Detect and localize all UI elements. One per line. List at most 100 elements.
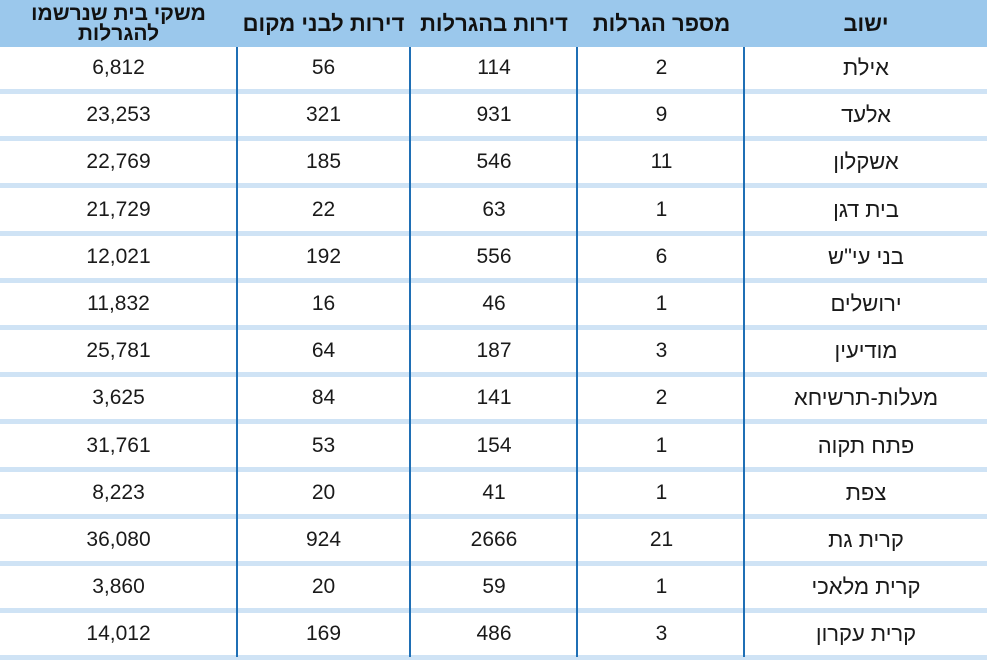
cell-lotteries: 1 <box>655 575 668 599</box>
cell-city: בית דגן <box>833 196 899 222</box>
header-households: משקי בית שנרשמו להגרלות <box>0 0 237 47</box>
cell-city: מעלות-תרשיחא <box>793 385 939 411</box>
cell-local: 16 <box>311 292 336 315</box>
table-row: צפת 1 41 20 8,223 <box>0 472 987 519</box>
cell-households: 8,223 <box>92 480 145 504</box>
cell-local: 64 <box>311 339 336 363</box>
cell-households: 36,080 <box>86 528 151 551</box>
table-row: קרית גת 21 2666 924 36,080 <box>0 519 987 566</box>
cell-local: 56 <box>311 56 336 79</box>
cell-local: 20 <box>311 480 336 504</box>
table-row: אשקלון 11 546 185 22,769 <box>0 141 987 189</box>
column-divider <box>236 47 238 657</box>
row-separator <box>0 183 987 189</box>
row-separator <box>0 466 987 472</box>
cell-apartments: 154 <box>476 433 512 457</box>
cell-apartments: 187 <box>476 339 512 363</box>
row-separator <box>0 136 987 142</box>
cell-city: צפת <box>845 479 887 505</box>
cell-households: 3,625 <box>92 386 145 410</box>
cell-apartments: 63 <box>482 197 506 221</box>
cell-local: 169 <box>305 622 342 646</box>
cell-apartments: 141 <box>476 386 512 410</box>
cell-lotteries: 2 <box>655 386 668 410</box>
cell-local: 20 <box>311 575 336 599</box>
cell-local: 321 <box>305 103 342 127</box>
cell-households: 14,012 <box>86 622 151 646</box>
header-apartments: דירות בהגרלות <box>420 10 568 36</box>
column-divider <box>576 47 578 657</box>
cell-lotteries: 9 <box>655 103 668 127</box>
cell-lotteries: 6 <box>655 244 668 268</box>
cell-city: פתח תקוה <box>817 432 915 458</box>
cell-city: קרית מלאכי <box>811 574 921 600</box>
cell-city: קרית גת <box>828 527 904 552</box>
table-row: אלעד 9 931 321 23,253 <box>0 94 987 142</box>
cell-city: מודיעין <box>834 338 898 364</box>
row-separator <box>0 277 987 283</box>
row-separator <box>0 655 987 660</box>
table-row: אילת 2 114 56 6,812 <box>0 47 987 94</box>
table-row: קרית עקרון 3 486 169 14,012 <box>0 613 987 660</box>
column-divider <box>409 47 411 657</box>
cell-lotteries: 1 <box>655 197 668 221</box>
cell-city: בני עי"ש <box>828 243 904 269</box>
cell-households: 3,860 <box>92 575 145 599</box>
cell-lotteries: 1 <box>655 433 668 457</box>
table-row: פתח תקוה 1 154 53 31,761 <box>0 425 987 472</box>
cell-apartments: 546 <box>476 150 512 174</box>
cell-apartments: 2666 <box>470 528 518 551</box>
header-households-line2: להגרלות <box>77 21 160 45</box>
cell-households: 22,769 <box>86 150 151 174</box>
cell-lotteries: 1 <box>655 292 668 315</box>
header-city: ישוב <box>843 10 889 36</box>
header-households-line1: משקי בית שנרשמו <box>31 1 206 25</box>
cell-lotteries: 3 <box>655 622 668 646</box>
cell-city: קרית עקרון <box>815 621 917 647</box>
row-separator <box>0 372 987 378</box>
cell-households: 12,021 <box>86 244 151 268</box>
row-separator <box>0 513 987 519</box>
cell-households: 6,812 <box>92 56 145 79</box>
cell-local: 22 <box>311 197 336 221</box>
row-separator <box>0 230 987 236</box>
table-row: מעלות-תרשיחא 2 141 84 3,625 <box>0 377 987 425</box>
cell-households: 21,729 <box>86 197 151 221</box>
cell-local: 192 <box>305 244 342 268</box>
cell-apartments: 114 <box>477 56 511 79</box>
cell-apartments: 556 <box>476 244 512 268</box>
cell-households: 25,781 <box>86 339 151 363</box>
row-separator <box>0 325 987 330</box>
cell-local: 185 <box>305 150 342 174</box>
cell-households: 31,761 <box>86 433 151 457</box>
row-separator <box>0 561 987 566</box>
column-divider <box>743 47 745 657</box>
cell-local: 53 <box>311 433 336 457</box>
cell-lotteries: 11 <box>650 150 673 174</box>
cell-lotteries: 3 <box>655 339 668 363</box>
cell-apartments: 486 <box>476 622 512 646</box>
row-separator <box>0 608 987 614</box>
cell-households: 23,253 <box>86 103 151 127</box>
cell-households: 11,832 <box>87 292 150 315</box>
cell-local: 924 <box>305 528 342 551</box>
table-row: ירושלים 1 46 16 11,832 <box>0 283 987 330</box>
cell-lotteries: 1 <box>655 480 668 504</box>
cell-city: ירושלים <box>830 291 902 316</box>
table-row: בית דגן 1 63 22 21,729 <box>0 189 987 236</box>
cell-city: אשקלון <box>833 149 899 175</box>
row-separator <box>0 419 987 425</box>
cell-city: אלעד <box>841 102 891 128</box>
header-lotteries: מספר הגרלות <box>592 10 731 36</box>
table-row: מודיעין 3 187 64 25,781 <box>0 330 987 378</box>
table-row: קרית מלאכי 1 59 20 3,860 <box>0 566 987 614</box>
cell-lotteries: 2 <box>655 56 668 79</box>
cell-local: 84 <box>311 386 336 410</box>
row-separator <box>0 89 987 94</box>
table-row: בני עי"ש 6 556 192 12,021 <box>0 236 987 283</box>
header-local: דירות לבני מקום <box>242 10 405 36</box>
cell-apartments: 46 <box>482 292 506 315</box>
cell-apartments: 931 <box>476 103 512 127</box>
cell-city: אילת <box>843 55 889 80</box>
